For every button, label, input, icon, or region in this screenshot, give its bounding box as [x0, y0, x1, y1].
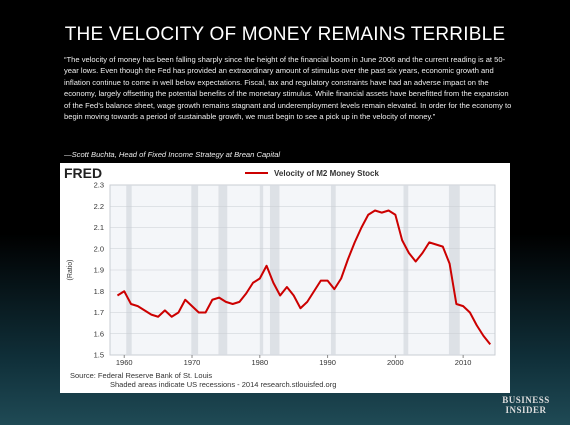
y-tick-label: 1.5 [94, 351, 104, 360]
y-tick-label: 2.3 [94, 181, 104, 190]
x-tick-label: 1980 [251, 358, 268, 367]
source: Source: Federal Reserve Bank of St. Loui… [70, 371, 212, 380]
y-axis-label: (Ratio) [67, 259, 74, 280]
x-tick-label: 1970 [184, 358, 201, 367]
data-line [116, 209, 492, 345]
legend-label: Velocity of M2 Money Stock [274, 169, 379, 178]
slide-title: THE VELOCITY OF MONEY REMAINS TERRIBLE [64, 24, 506, 45]
x-tick-label: 2010 [455, 358, 472, 367]
y-tick-label: 1.8 [94, 287, 104, 296]
x-tick-label: 2000 [387, 358, 404, 367]
y-tick-label: 1.9 [94, 266, 104, 275]
note: Shaded areas indicate US recessions - 20… [110, 380, 336, 389]
y-tick-label: 1.6 [94, 329, 104, 338]
y-tick-label: 2.2 [94, 202, 104, 211]
brand-logo: BUSINESS INSIDER [502, 395, 550, 415]
quote: “The velocity of money has been falling … [64, 55, 512, 122]
y-tick-label: 1.7 [94, 308, 104, 317]
y-tick-label: 2.0 [94, 244, 104, 253]
x-tick-label: 1990 [319, 358, 336, 367]
y-tick-label: 2.1 [94, 223, 104, 232]
attribution: —Scott Buchta, Head of Fixed Income Stra… [64, 150, 281, 159]
x-tick-label: 1960 [116, 358, 133, 367]
logo: FRED [64, 165, 102, 181]
